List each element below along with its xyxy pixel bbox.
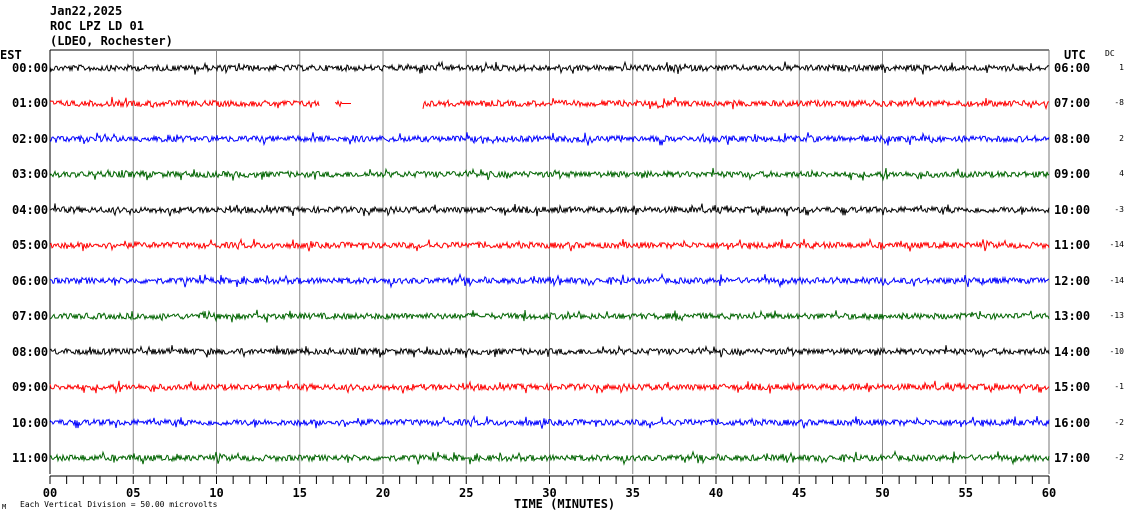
utc-time-label: 17:00	[1054, 450, 1091, 465]
seismic-trace	[49, 344, 1050, 359]
x-tick-label: 00	[43, 486, 57, 500]
utc-axis-label: UTC	[1064, 48, 1086, 62]
x-tick-label: 20	[376, 486, 390, 500]
est-time-label: 01:00	[12, 96, 49, 111]
est-time-label: 06:00	[12, 273, 49, 288]
est-time-label: 07:00	[12, 309, 49, 324]
dc-offset-value: 2	[1119, 133, 1124, 143]
x-tick-label: 35	[626, 486, 640, 500]
est-time-label: 09:00	[12, 380, 49, 395]
est-time-label: 03:00	[12, 167, 49, 182]
network-label: (LDEO, Rochester)	[50, 34, 173, 48]
seismic-trace	[49, 272, 1050, 289]
dc-offset-value: 1	[1119, 63, 1124, 72]
date-label: Jan22,2025	[50, 4, 123, 18]
x-tick-label: 30	[542, 486, 556, 500]
x-tick-label: 50	[875, 486, 889, 500]
seismic-trace	[49, 309, 1050, 323]
dc-offset-value: 4	[1119, 169, 1124, 179]
est-time-label: 11:00	[12, 450, 49, 465]
x-tick-label: 15	[293, 486, 307, 500]
est-time-label: 05:00	[12, 238, 49, 253]
corner-mark: M	[2, 503, 7, 511]
utc-time-label: 09:00	[1054, 167, 1091, 182]
dc-offset-value: -14	[1109, 240, 1124, 250]
utc-time-label: 11:00	[1054, 238, 1091, 253]
x-tick-label: 45	[792, 486, 806, 500]
est-time-label: 00:00	[12, 61, 49, 75]
seismic-trace	[49, 237, 1050, 252]
utc-time-label: 07:00	[1054, 96, 1091, 111]
utc-time-label: 12:00	[1054, 273, 1091, 288]
seismic-trace	[49, 203, 1050, 217]
est-time-label: 02:00	[12, 131, 49, 146]
x-axis-label: TIME (MINUTES)	[514, 497, 616, 511]
utc-time-label: 14:00	[1054, 344, 1091, 359]
seismic-trace	[49, 96, 1050, 111]
utc-time-label: 15:00	[1054, 380, 1091, 395]
utc-time-label: 13:00	[1054, 309, 1091, 324]
dc-label: DC	[1105, 49, 1115, 58]
dc-offset-value: -2	[1114, 452, 1124, 462]
est-time-label: 04:00	[12, 202, 49, 217]
est-axis-label: EST	[0, 48, 22, 62]
dc-offset-value: -8	[1114, 98, 1124, 108]
dc-offset-value: -13	[1109, 311, 1124, 321]
dc-offset-value: -2	[1114, 417, 1124, 427]
x-tick-label: 10	[209, 486, 223, 500]
dc-offset-value: -3	[1114, 204, 1124, 214]
seismic-trace	[49, 167, 1050, 182]
dc-offset-value: -10	[1109, 346, 1124, 356]
x-tick-label: 05	[126, 486, 140, 500]
dc-offset-value: -14	[1109, 275, 1124, 285]
utc-time-label: 06:00	[1054, 61, 1091, 75]
x-tick-label: 60	[1042, 486, 1056, 500]
seismic-trace	[49, 380, 1050, 395]
seismic-trace	[49, 131, 1050, 147]
utc-time-label: 16:00	[1054, 415, 1091, 430]
station-label: ROC LPZ LD 01	[50, 19, 144, 33]
est-time-label: 08:00	[12, 344, 49, 359]
seismic-trace	[49, 60, 1050, 75]
utc-time-label: 10:00	[1054, 202, 1091, 217]
est-time-label: 10:00	[12, 415, 49, 430]
dc-offset-value: -1	[1114, 382, 1124, 392]
seismic-trace	[49, 449, 1050, 466]
x-tick-label: 55	[959, 486, 973, 500]
x-tick-label: 40	[709, 486, 723, 500]
x-tick-label: 25	[459, 486, 473, 500]
scale-note: Each Vertical Division = 50.00 microvolt…	[20, 500, 218, 509]
utc-time-label: 08:00	[1054, 131, 1091, 146]
seismic-trace	[49, 414, 1050, 429]
